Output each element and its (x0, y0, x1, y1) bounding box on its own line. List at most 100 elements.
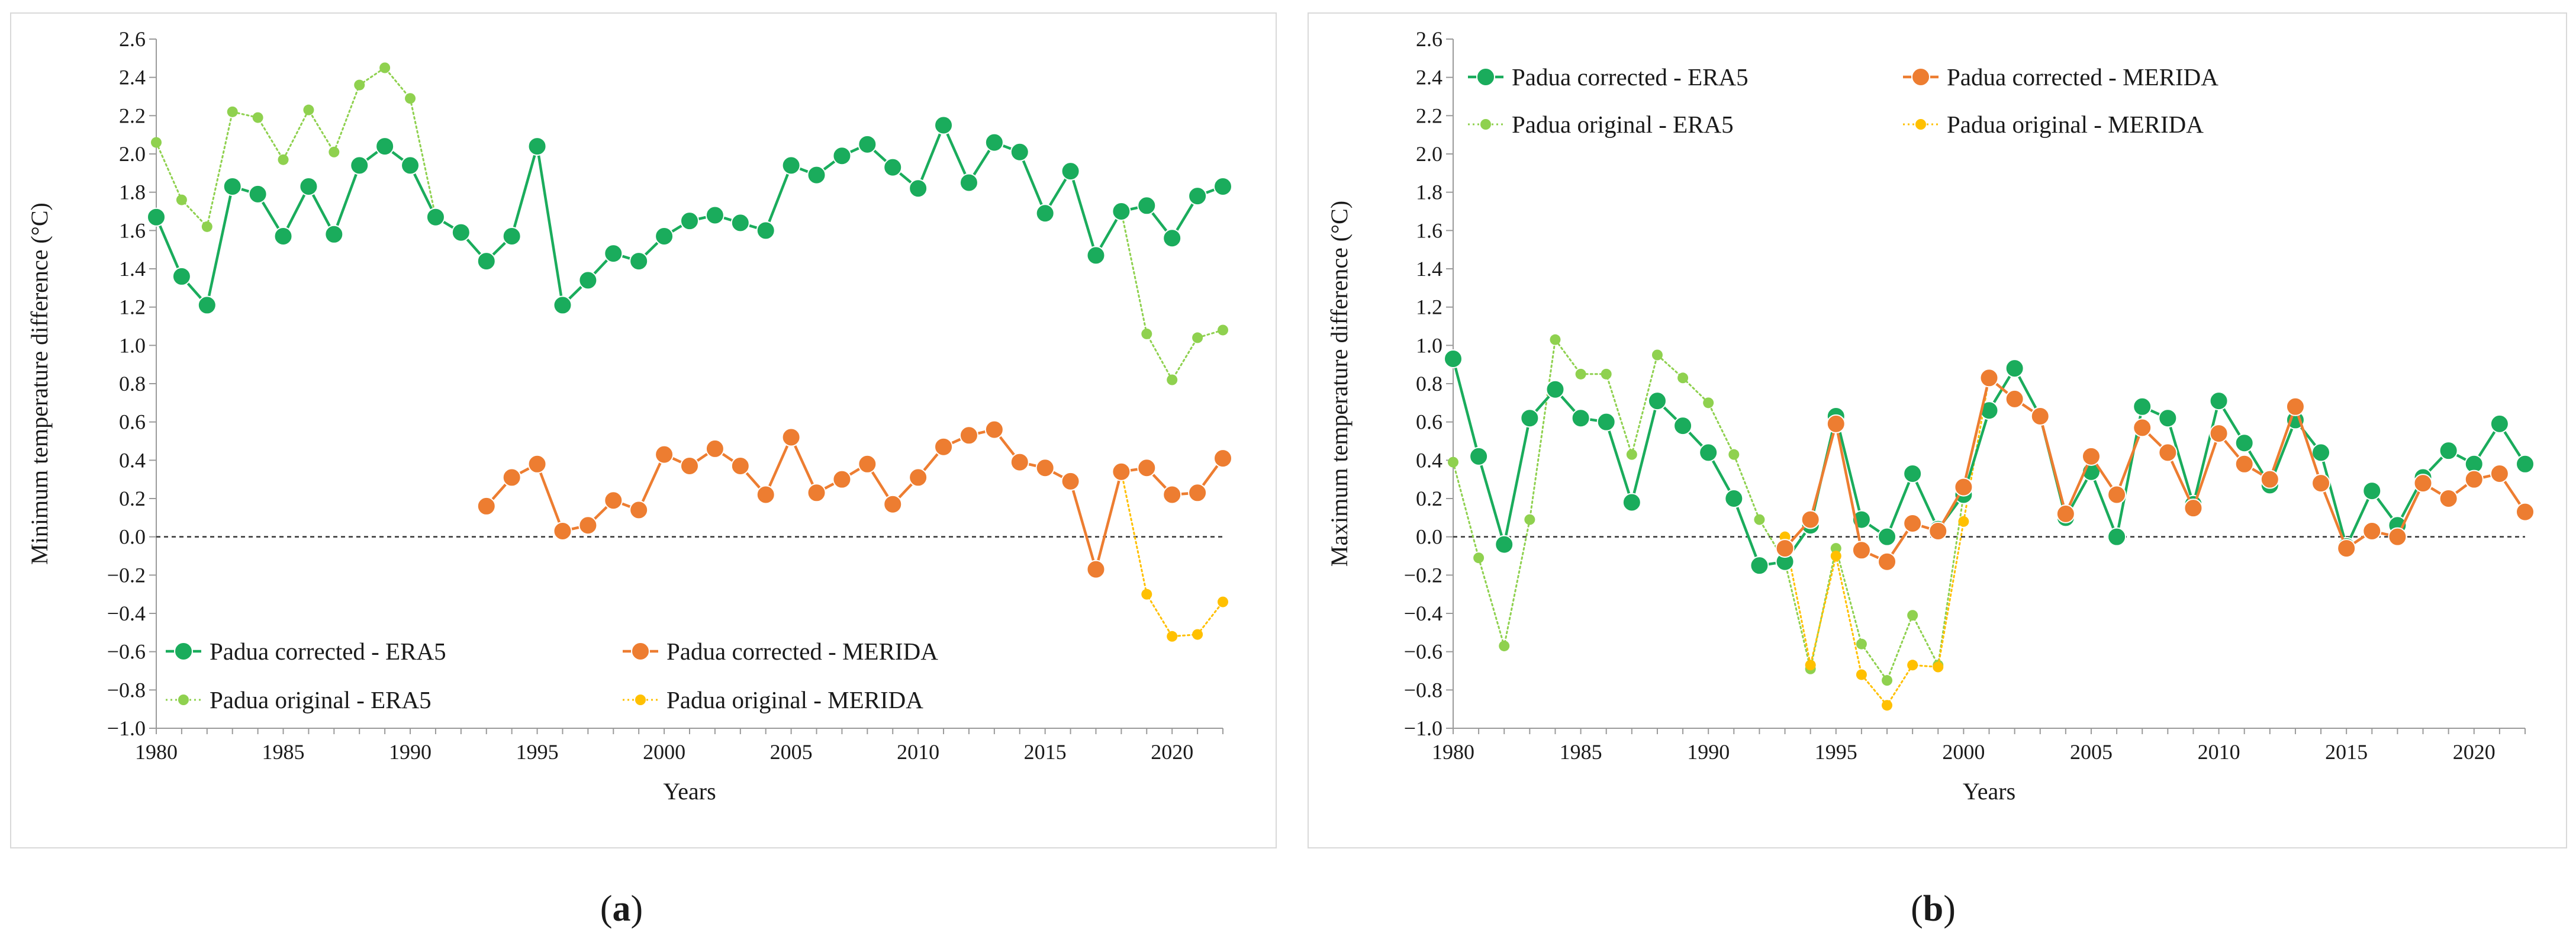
chart-b-legend-marker (1480, 119, 1491, 130)
chart-b-data-point (1958, 516, 1969, 527)
chart-a-legend-item: Padua original - ERA5 (166, 686, 432, 713)
chart-a-data-point (883, 494, 903, 514)
chart-a-legend-item: Padua corrected - ERA5 (166, 638, 446, 665)
chart-b-data-point (2056, 504, 2075, 523)
chart-b-data-point (2490, 464, 2509, 483)
chart-a-data-point (1213, 176, 1232, 196)
chart-a-x-tick-label: 2010 (897, 740, 939, 764)
chart-a-x-tick-label: 2005 (770, 740, 813, 764)
chart-b-data-point (1852, 541, 1871, 560)
chart-b-legend-label: Padua original - MERIDA (1947, 111, 2204, 138)
chart-b-data-point (1750, 556, 1769, 576)
chart-b-x-tick-label: 1980 (1432, 740, 1474, 764)
chart-b-legend-item: Padua corrected - MERIDA (1903, 63, 2218, 91)
chart-b-data-point (2005, 389, 2024, 409)
chart-a-data-point (324, 224, 344, 244)
chart-a-data-point (273, 227, 293, 246)
chart-a-data-point (1061, 471, 1080, 491)
chart-a-data-point (1112, 462, 1131, 481)
chart-b-data-point (2362, 481, 2382, 501)
chart-a-data-point (354, 79, 365, 91)
chart-a-data-point (1163, 229, 1182, 248)
chart-b-data-point (2311, 443, 2331, 462)
chart-a-data-point (303, 104, 314, 115)
chart-b-x-tick-label: 1985 (1560, 740, 1602, 764)
chart-a-data-point (1137, 196, 1157, 216)
panel-label-letter: a (613, 889, 631, 929)
chart-a-data-point (1061, 162, 1080, 181)
chart-b-data-point (1469, 446, 1489, 466)
chart-b-data-point (2209, 391, 2229, 411)
chart-a-y-tick-label: 2.6 (119, 27, 146, 51)
chart-b-data-point (1499, 640, 1510, 651)
chart-b-data-point (1954, 477, 1973, 497)
chart-b-legend: Padua corrected - ERA5 Padua corrected - … (1468, 63, 2218, 138)
chart-a-data-point (502, 468, 521, 487)
chart-b-data-point (1596, 412, 1616, 432)
chart-b-data-point (1703, 397, 1714, 409)
chart-b-data-point (1856, 669, 1867, 680)
chart-a-data-point (401, 156, 420, 175)
chart-a-y-tick-label: −0.2 (107, 563, 146, 587)
chart-b-data-point (1878, 527, 1897, 546)
chart-a-data-point (984, 133, 1004, 152)
chart-a-data-point (350, 156, 369, 175)
chart-b-y-tick-label: 1.6 (1416, 218, 1442, 242)
chart-b-y-tick-label: 0.0 (1416, 525, 1442, 549)
chart-b-data-point (2439, 441, 2458, 461)
chart-b-data-point (2158, 409, 2178, 428)
chart-b-y-tick-label: −0.6 (1404, 640, 1442, 664)
chart-a-data-point (1086, 560, 1106, 579)
chart-b-data-point (2439, 489, 2458, 508)
chart-a-legend-item: Padua corrected - MERIDA (623, 638, 938, 665)
chart-b-y-axis-title: Maximum temperature difference (°C) (1326, 201, 1353, 567)
chart-a-data-point (655, 227, 674, 246)
chart-a-data-point (604, 491, 623, 510)
chart-b-data-point (1979, 368, 1999, 388)
chart-a-data-point (756, 221, 775, 240)
chart-b-series-padua-corrected-merida (1775, 368, 2535, 571)
chart-b-data-point (2209, 424, 2229, 443)
chart-b-data-point (2285, 397, 2305, 416)
chart-a-data-point (1137, 458, 1157, 478)
chart-b-y-tick-label: 0.8 (1416, 372, 1442, 396)
chart-a-y-axis-title: Minimum temperature difference (°C) (26, 202, 53, 565)
chart-a-data-point (781, 156, 801, 175)
chart-b-data-point (2362, 521, 2382, 541)
chart-a-legend-label: Padua original - MERIDA (666, 686, 923, 713)
chart-b-data-point (1444, 349, 1463, 368)
chart-a-data-point (578, 516, 598, 535)
chart-a-x-tick-label: 2020 (1151, 740, 1193, 764)
chart-b-data-point (1928, 521, 1948, 541)
chart-a-data-point (578, 271, 598, 290)
chart-b-x-tick-label: 2005 (2070, 740, 2113, 764)
chart-b-data-point (1448, 456, 1458, 468)
chart-a-data-point (1141, 589, 1152, 600)
chart-b-data-point (2516, 454, 2535, 474)
chart-b-y-tick-label: 1.2 (1416, 295, 1442, 319)
chart-b-data-point (1882, 675, 1893, 686)
chart-b-data-point (1677, 372, 1689, 384)
chart-a-data-point (1192, 332, 1203, 343)
chart-a-data-point (1086, 246, 1106, 265)
chart-a-data-point (1213, 449, 1232, 468)
chart-a-y-tick-label: 1.2 (119, 295, 146, 319)
chart-a-data-point (527, 454, 547, 474)
chart-b-y-tick-label: 2.0 (1416, 142, 1442, 166)
chart-b-y-tick-label: 0.2 (1416, 487, 1442, 510)
chart-a-x-tick-label: 1990 (389, 740, 432, 764)
chart-a-legend: Padua corrected - ERA5 Padua corrected - … (166, 638, 938, 713)
chart-b-legend-item: Padua corrected - ERA5 (1468, 63, 1749, 91)
chart-a-legend-label: Padua corrected - ERA5 (210, 638, 446, 665)
chart-a-data-point (299, 176, 318, 196)
chart-b-data-point (1754, 514, 1765, 525)
chart-b-data-point (1473, 552, 1485, 564)
chart-a-legend-item: Padua original - MERIDA (623, 686, 923, 713)
chart-b-data-point (1805, 660, 1816, 671)
chart-a-data-point (1218, 596, 1228, 607)
chart-b-data-point (2081, 446, 2101, 466)
chart-b-data-point (1524, 514, 1535, 525)
chart-a-data-point (984, 420, 1004, 439)
chart-b-x-tick-label: 2000 (1942, 740, 1985, 764)
chart-a-data-point (176, 194, 187, 205)
